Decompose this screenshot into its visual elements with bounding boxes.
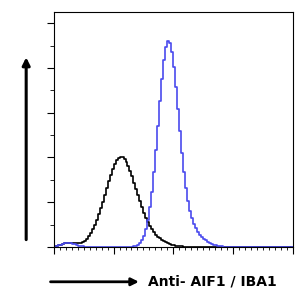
- Text: Anti- AIF1 / IBA1: Anti- AIF1 / IBA1: [148, 275, 277, 289]
